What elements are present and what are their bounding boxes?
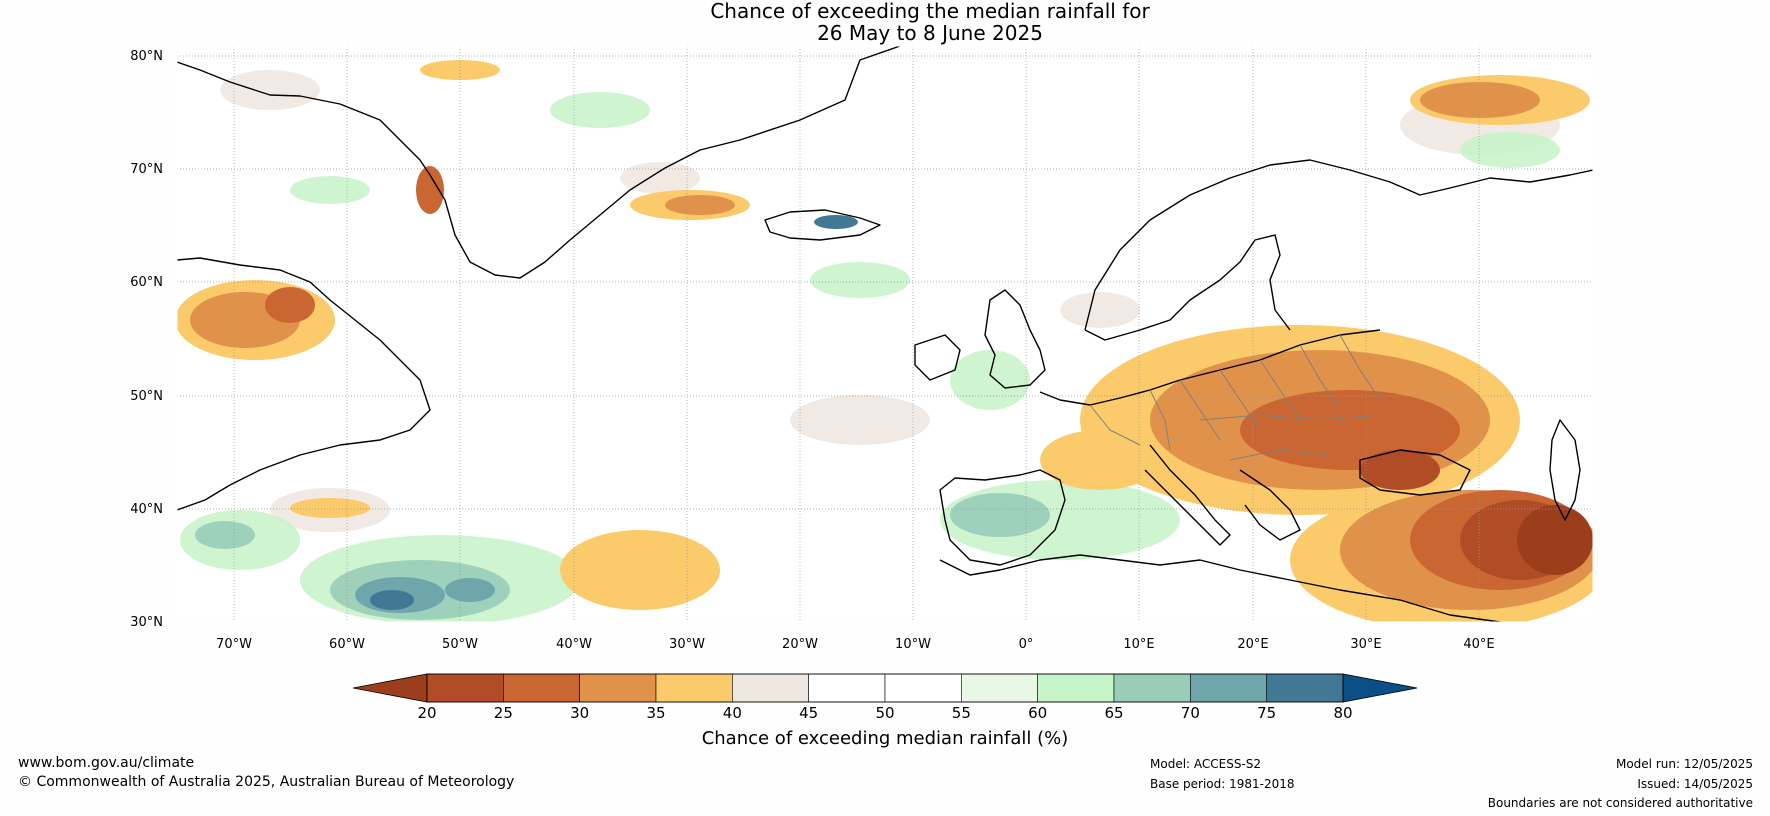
lon-label: 40°W (556, 637, 592, 652)
copyright-text: © Commonwealth of Australia 2025, Austra… (18, 774, 515, 790)
colorbar-segment (426, 673, 504, 703)
colorbar-label: Chance of exceeding median rainfall (%) (702, 728, 1069, 749)
longitude-labels: 70°W 60°W 50°W 40°W 30°W 20°W 10°W 0° 10… (216, 637, 1495, 652)
lat-label: 60°N (130, 275, 163, 290)
lon-label: 70°W (216, 637, 252, 652)
colorbar-segment (1113, 673, 1191, 703)
lon-label: 50°W (442, 637, 478, 652)
colorbar-tick-label: 50 (875, 704, 894, 722)
lat-label: 70°N (130, 162, 163, 177)
colorbar-segment (961, 673, 1038, 703)
colorbar-segment (579, 673, 657, 703)
colorbar-segments (426, 673, 1344, 703)
lon-label: 10°W (895, 637, 931, 652)
colorbar-tick-label: 30 (570, 704, 589, 722)
graticule (177, 46, 1593, 622)
map-frame (176, 45, 1594, 623)
website-text: www.bom.gov.au/climate (18, 755, 195, 771)
lat-label: 30°N (130, 615, 163, 630)
lat-label: 40°N (130, 502, 163, 517)
colorbar-segment (884, 673, 962, 703)
colorbar-over-triangle (1342, 673, 1418, 703)
lon-label: 30°W (669, 637, 705, 652)
lon-label: 60°W (329, 637, 365, 652)
lon-label: 20°W (782, 637, 818, 652)
issued-text: Issued: 14/05/2025 (1637, 777, 1753, 791)
lon-label: 20°E (1237, 637, 1268, 652)
colorbar-segment (1266, 673, 1344, 703)
colorbar-tick-label: 40 (723, 704, 742, 722)
colorbar-tick-label: 25 (494, 704, 513, 722)
model-text: Model: ACCESS-S2 (1150, 757, 1262, 771)
colorbar-tick-label: 55 (952, 704, 971, 722)
colorbar-under-triangle (352, 673, 428, 703)
colorbar-tick-label: 35 (646, 704, 665, 722)
colorbar-segment (655, 673, 733, 703)
model-run-text: Model run: 12/05/2025 (1615, 757, 1753, 771)
colorbar-ticks: 20 25 30 35 40 45 50 55 60 65 70 75 80 (417, 704, 1352, 722)
lon-label: 10°E (1123, 637, 1154, 652)
colorbar-segment (1190, 673, 1267, 703)
disclaimer-text: Boundaries are not considered authoritat… (1487, 796, 1753, 810)
lon-label: 30°E (1350, 637, 1381, 652)
colorbar-tick-label: 65 (1104, 704, 1123, 722)
lon-label: 0° (1019, 637, 1034, 652)
colorbar-segment (732, 673, 809, 703)
colorbar-tick-label: 60 (1028, 704, 1047, 722)
colorbar-segment (808, 673, 886, 703)
colorbar-tick-label: 80 (1333, 704, 1352, 722)
map-title-line-1: Chance of exceeding the median rainfall … (710, 0, 1150, 23)
country-borders (1089, 334, 1381, 461)
colorbar-tick-label: 75 (1257, 704, 1276, 722)
map-title-line-2: 26 May to 8 June 2025 (817, 21, 1043, 45)
colorbar: 20 25 30 35 40 45 50 55 60 65 70 75 80 Chance of exc… (352, 673, 1418, 749)
colorbar-outline (426, 673, 1344, 703)
lon-label: 40°E (1463, 637, 1494, 652)
colorbar-tick-label: 20 (417, 704, 436, 722)
base-period-text: Base period: 1981-2018 (1150, 777, 1295, 791)
colorbar-segment (503, 673, 580, 703)
colorbar-tick-label: 70 (1181, 704, 1200, 722)
latitude-labels: 30°N 40°N 50°N 60°N 70°N 80°N (130, 49, 163, 630)
lat-label: 80°N (130, 49, 163, 64)
colorbar-tick-label: 45 (799, 704, 818, 722)
colorbar-segment (1037, 673, 1115, 703)
lat-label: 50°N (130, 389, 163, 404)
